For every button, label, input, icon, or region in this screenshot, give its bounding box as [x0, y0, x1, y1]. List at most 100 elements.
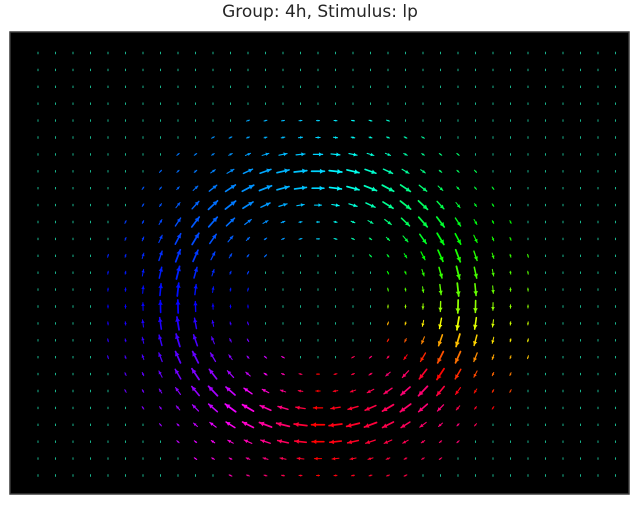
- vector-arrowhead: [509, 238, 512, 241]
- vector-arrowhead: [491, 289, 495, 294]
- vector-arrowhead: [422, 238, 427, 244]
- vector-arrowhead: [422, 136, 425, 139]
- vector-arrowhead: [456, 423, 460, 426]
- vector-arrowhead: [404, 457, 407, 460]
- vector-arrowhead: [473, 256, 478, 261]
- vector-arrowhead: [280, 389, 284, 393]
- vector-arrowhead: [246, 457, 249, 460]
- vector-arrowhead: [438, 324, 443, 329]
- vector-arrowhead: [107, 355, 109, 358]
- vector-arrowhead: [492, 390, 495, 393]
- vector-arrowhead: [367, 457, 372, 460]
- vector-arrowhead: [141, 302, 145, 306]
- vector-arrowhead: [281, 373, 284, 376]
- vector-arrowhead: [175, 351, 180, 357]
- vector-arrowhead: [212, 136, 215, 139]
- vector-arrowhead: [279, 456, 284, 461]
- vector-arrowhead: [142, 372, 145, 376]
- vector-arrowhead: [401, 423, 406, 428]
- vector-arrowhead: [177, 153, 180, 156]
- vector-arrowhead: [352, 237, 355, 240]
- vector-arrowhead: [159, 170, 162, 173]
- vector-arrowhead: [422, 204, 428, 210]
- vector-arrowhead: [175, 387, 180, 392]
- vector-arrowhead: [242, 421, 248, 427]
- vector-arrowhead: [229, 474, 232, 477]
- vector-arrowhead: [300, 238, 302, 240]
- vector-arrowhead: [175, 317, 181, 322]
- vector-arrowhead: [264, 238, 267, 241]
- vector-arrowhead: [337, 169, 342, 174]
- vector-arrowhead: [509, 356, 512, 359]
- vector-arrowhead: [265, 202, 271, 207]
- vector-arrowhead: [317, 220, 320, 224]
- vector-arrowhead: [351, 372, 354, 375]
- vector-arrowhead: [492, 407, 494, 410]
- vector-arrowhead: [436, 374, 442, 380]
- vector-arrowhead: [247, 136, 250, 139]
- vector-arrowhead: [491, 204, 494, 207]
- vector-arrowhead: [318, 152, 323, 157]
- vector-arrowhead: [491, 220, 494, 224]
- vector-arrowhead: [421, 340, 425, 344]
- vector-arrowhead: [387, 220, 392, 225]
- vector-arrowhead: [436, 390, 442, 396]
- vector-arrowhead: [387, 355, 390, 359]
- vector-arrowhead: [491, 255, 495, 259]
- vector-arrowhead: [473, 308, 478, 313]
- vector-arrowhead: [455, 308, 461, 313]
- vector-arrowhead: [247, 152, 251, 156]
- vector-arrowhead: [300, 119, 302, 122]
- vector-arrowhead: [247, 321, 249, 324]
- vector-arrowhead: [385, 372, 389, 377]
- vector-arrowhead: [175, 300, 181, 305]
- vector-arrowhead: [175, 283, 181, 288]
- vector-arrowhead: [400, 407, 406, 412]
- vector-arrowhead: [455, 291, 461, 297]
- vector-arrowhead: [352, 119, 355, 122]
- vector-arrowhead: [208, 386, 214, 392]
- vector-arrowhead: [227, 370, 232, 375]
- vector-arrowhead: [329, 422, 334, 428]
- vector-arrowhead: [177, 170, 180, 173]
- vector-arrowhead: [387, 272, 389, 275]
- vector-arrowhead: [141, 236, 145, 240]
- vector-arrowhead: [405, 187, 411, 192]
- vector-arrowhead: [260, 439, 266, 444]
- vector-arrowhead: [247, 271, 249, 274]
- vector-arrowhead: [439, 153, 442, 156]
- vector-arrowhead: [124, 338, 127, 342]
- vector-arrowhead: [404, 271, 407, 275]
- vector-arrowhead: [159, 423, 162, 426]
- vector-arrowhead: [336, 186, 342, 191]
- vector-arrowhead: [193, 318, 198, 323]
- vector-arrowhead: [351, 356, 354, 358]
- vector-arrowhead: [265, 119, 267, 122]
- vector-arrowhead: [230, 169, 234, 173]
- vector-arrowhead: [438, 290, 443, 295]
- vector-arrowhead: [509, 271, 512, 275]
- vector-arrowhead: [248, 185, 254, 190]
- vector-arrowhead: [229, 153, 233, 156]
- vector-arrowhead: [404, 339, 407, 342]
- vector-arrowhead: [405, 204, 411, 210]
- vector-arrowhead: [382, 406, 388, 412]
- vector-arrowhead: [141, 203, 144, 206]
- vector-arrowhead: [473, 341, 478, 346]
- vector-arrowhead: [107, 288, 109, 290]
- vector-arrowhead: [124, 355, 127, 358]
- vector-arrowhead: [194, 250, 199, 256]
- vector-arrowhead: [277, 439, 283, 444]
- plot-background: [9, 31, 630, 495]
- vector-arrowhead: [491, 238, 495, 241]
- vector-arrowhead: [211, 303, 215, 307]
- vector-arrowhead: [317, 119, 320, 122]
- vector-arrowhead: [335, 119, 337, 122]
- vector-arrowhead: [124, 220, 127, 223]
- vector-arrowhead: [281, 474, 284, 477]
- vector-arrowhead: [302, 168, 307, 174]
- vector-arrowhead: [295, 405, 300, 410]
- vector-arrowhead: [159, 235, 163, 240]
- vector-arrowhead: [348, 406, 353, 411]
- vector-arrowhead: [421, 457, 424, 460]
